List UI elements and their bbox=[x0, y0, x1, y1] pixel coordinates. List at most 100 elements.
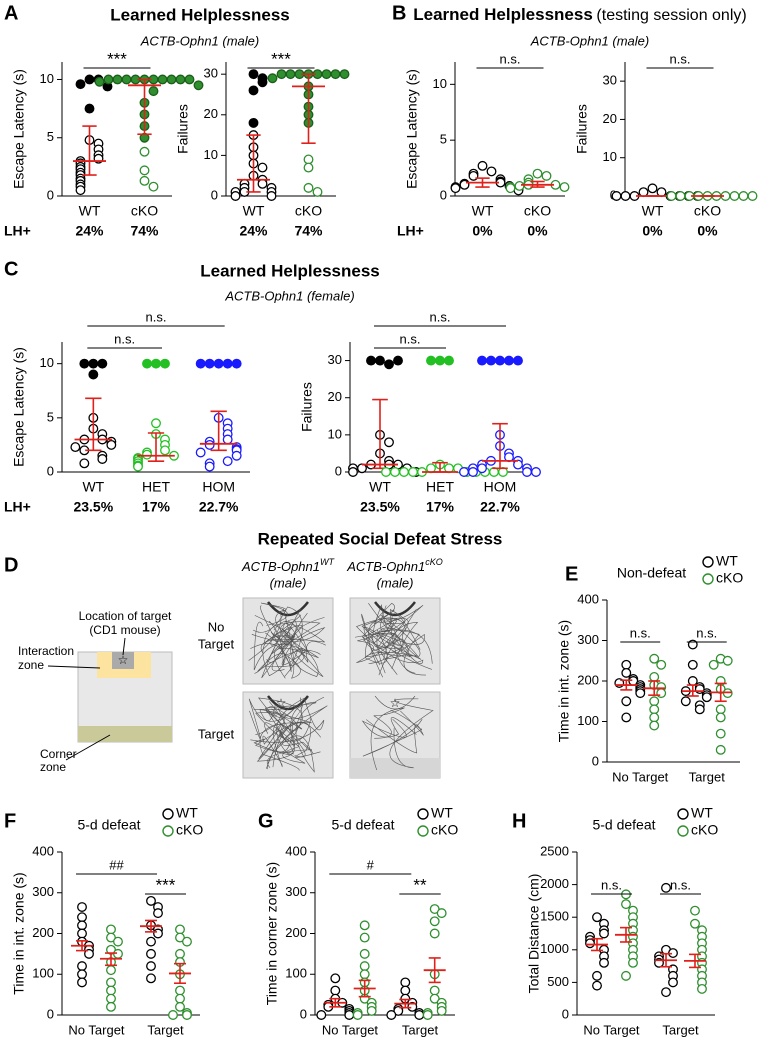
data-point bbox=[505, 183, 516, 194]
data-point bbox=[649, 720, 660, 731]
data-point bbox=[668, 977, 678, 988]
data-point bbox=[344, 1010, 355, 1020]
data-point bbox=[321, 69, 332, 80]
track bbox=[262, 632, 296, 677]
data-point bbox=[414, 1010, 425, 1020]
star-icon: ☆ bbox=[390, 696, 401, 710]
track bbox=[258, 704, 303, 766]
data-point bbox=[266, 191, 277, 201]
data-point bbox=[384, 437, 394, 448]
y-tick-label: 500 bbox=[547, 974, 569, 989]
x-tick-label: Target bbox=[147, 1022, 184, 1037]
data-point bbox=[407, 1001, 418, 1012]
data-point bbox=[675, 191, 686, 201]
data-point bbox=[738, 191, 749, 201]
data-point bbox=[79, 358, 90, 369]
x-tick-label: No Target bbox=[583, 1022, 640, 1037]
data-point bbox=[621, 970, 631, 981]
title: Learned Helplessness (testing session on… bbox=[413, 5, 746, 24]
track bbox=[354, 609, 417, 664]
lh-value: 17% bbox=[142, 499, 171, 515]
data-point bbox=[522, 467, 532, 477]
track bbox=[270, 608, 301, 655]
panel-letter: B bbox=[392, 2, 406, 24]
data-point bbox=[175, 985, 185, 996]
title: Learned Helplessness bbox=[413, 5, 593, 24]
data-point bbox=[400, 977, 411, 988]
y-tick-label: 30 bbox=[603, 73, 617, 88]
panel-letter: F bbox=[4, 810, 16, 832]
y-axis-label: Time in int. zone (s) bbox=[556, 620, 572, 742]
data-point bbox=[257, 77, 268, 88]
track bbox=[361, 617, 406, 650]
x-tick-label: Target bbox=[689, 769, 726, 784]
panel-letter: H bbox=[512, 810, 526, 832]
significance-label: *** bbox=[156, 875, 176, 894]
data-point bbox=[312, 186, 323, 197]
significance-label: n.s. bbox=[630, 625, 651, 640]
column-header: ACTB-Ophn1 bbox=[241, 559, 320, 574]
data-point bbox=[708, 659, 719, 670]
label: zone bbox=[18, 658, 44, 672]
lh-value: 0% bbox=[642, 223, 663, 239]
data-point bbox=[151, 418, 161, 429]
y-tick-label: 10 bbox=[204, 147, 218, 162]
data-point bbox=[248, 69, 259, 80]
x-tick-label: Target bbox=[662, 1022, 699, 1037]
legend-marker bbox=[677, 808, 689, 820]
track-shade bbox=[350, 758, 440, 778]
data-point bbox=[267, 73, 278, 84]
legend-marker bbox=[417, 808, 429, 820]
y-tick-label: 0 bbox=[440, 187, 447, 202]
data-point bbox=[222, 358, 233, 369]
data-point bbox=[106, 985, 116, 996]
data-point bbox=[513, 355, 523, 366]
data-point bbox=[541, 170, 552, 181]
data-point bbox=[112, 74, 123, 85]
data-point bbox=[381, 467, 391, 477]
data-point bbox=[715, 728, 726, 739]
y-axis-label: Escape Latency (s) bbox=[11, 347, 27, 467]
x-tick-label: cKO bbox=[131, 203, 158, 219]
y-tick-label: 20 bbox=[328, 389, 342, 404]
lh-value: 23.5% bbox=[73, 499, 113, 515]
track bbox=[389, 698, 434, 769]
data-point bbox=[599, 957, 609, 968]
data-point bbox=[429, 928, 440, 939]
legend-marker bbox=[702, 573, 714, 585]
y-tick-label: 0 bbox=[592, 753, 599, 768]
data-point bbox=[257, 178, 268, 189]
data-point bbox=[359, 969, 370, 980]
legend-label: cKO bbox=[176, 822, 203, 838]
data-point bbox=[585, 938, 595, 949]
data-point bbox=[399, 467, 409, 477]
track bbox=[356, 603, 424, 665]
x-tick-label: HET bbox=[426, 479, 454, 495]
data-point bbox=[139, 165, 150, 176]
data-point bbox=[649, 696, 660, 707]
data-point bbox=[429, 916, 440, 927]
data-point bbox=[330, 69, 341, 80]
data-point bbox=[113, 936, 123, 947]
title: Learned Helplessness bbox=[110, 5, 290, 24]
legend-label: cKO bbox=[716, 570, 743, 586]
data-point bbox=[231, 358, 242, 369]
y-axis-label: Failures bbox=[574, 104, 590, 154]
data-point bbox=[339, 69, 350, 80]
legend-marker bbox=[417, 825, 429, 837]
label: (CD1 mouse) bbox=[89, 623, 160, 637]
track bbox=[370, 707, 405, 771]
y-tick-label: 0 bbox=[47, 187, 54, 202]
data-point bbox=[531, 467, 541, 477]
data-point bbox=[661, 882, 671, 893]
data-point bbox=[486, 355, 496, 366]
data-point bbox=[303, 162, 314, 173]
data-point bbox=[444, 355, 454, 366]
data-point bbox=[133, 461, 143, 472]
data-point bbox=[77, 902, 87, 912]
data-point bbox=[649, 712, 660, 723]
y-axis-label: Failures bbox=[175, 104, 191, 154]
column-note: (male) bbox=[270, 575, 307, 590]
y-tick-label: 200 bbox=[577, 672, 599, 687]
data-point bbox=[715, 744, 726, 755]
